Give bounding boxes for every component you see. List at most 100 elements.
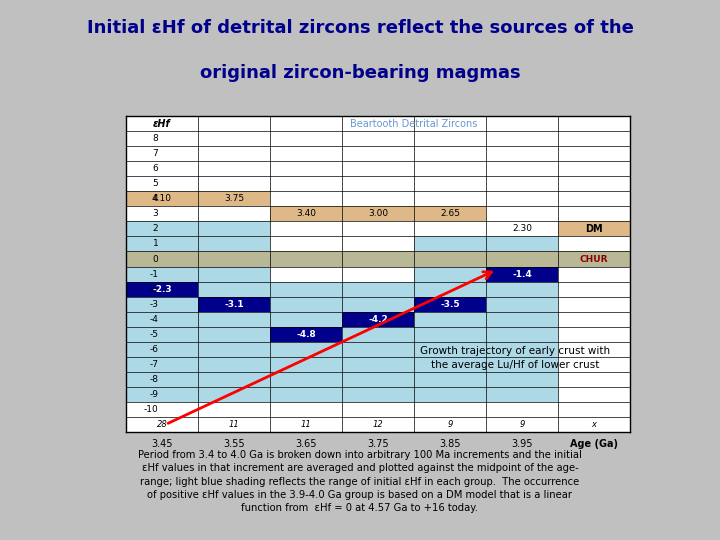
Bar xyxy=(486,252,558,267)
Text: CHUR: CHUR xyxy=(580,254,608,264)
Text: 3.55: 3.55 xyxy=(223,439,245,449)
Bar xyxy=(414,237,486,252)
Bar xyxy=(342,342,414,357)
Text: 6: 6 xyxy=(153,164,158,173)
Text: 8: 8 xyxy=(153,134,158,143)
Bar xyxy=(126,327,198,342)
Bar xyxy=(270,387,342,402)
Bar xyxy=(198,387,270,402)
Bar xyxy=(486,237,558,252)
Text: -2: -2 xyxy=(150,285,158,294)
Text: x: x xyxy=(592,420,596,429)
Bar xyxy=(342,312,414,327)
Text: 3.65: 3.65 xyxy=(295,439,317,449)
Bar xyxy=(126,267,198,281)
Text: 3.75: 3.75 xyxy=(224,194,244,204)
Bar xyxy=(486,357,558,372)
Bar xyxy=(126,237,198,252)
Bar xyxy=(270,372,342,387)
Bar xyxy=(558,252,630,267)
Text: εHf: εHf xyxy=(153,119,171,129)
Bar xyxy=(486,327,558,342)
Text: -5: -5 xyxy=(150,330,158,339)
Bar xyxy=(270,252,342,267)
Bar xyxy=(414,252,486,267)
Text: 3.95: 3.95 xyxy=(511,439,533,449)
Text: 4: 4 xyxy=(153,194,158,204)
Bar xyxy=(198,237,270,252)
Bar xyxy=(342,312,414,327)
Bar xyxy=(342,206,414,221)
Text: 3.40: 3.40 xyxy=(296,210,316,218)
Bar xyxy=(414,387,486,402)
Bar xyxy=(270,296,342,312)
Text: 9: 9 xyxy=(519,420,525,429)
Bar xyxy=(198,296,270,312)
Bar xyxy=(342,252,414,267)
Bar xyxy=(486,372,558,387)
Bar xyxy=(270,357,342,372)
Bar xyxy=(198,252,270,267)
Bar xyxy=(198,342,270,357)
Bar xyxy=(126,252,198,267)
Text: -4.8: -4.8 xyxy=(296,330,316,339)
Text: 3.45: 3.45 xyxy=(151,439,173,449)
Bar xyxy=(342,387,414,402)
Text: 4.10: 4.10 xyxy=(152,194,172,204)
Text: 2.65: 2.65 xyxy=(440,210,460,218)
Text: -1: -1 xyxy=(150,269,158,279)
Text: 2.30: 2.30 xyxy=(512,225,532,233)
Text: -3.5: -3.5 xyxy=(440,300,460,309)
Bar xyxy=(270,312,342,327)
Text: -3.1: -3.1 xyxy=(224,300,244,309)
Bar xyxy=(126,312,198,327)
Text: 3.00: 3.00 xyxy=(368,210,388,218)
Bar xyxy=(270,327,342,342)
Text: -4: -4 xyxy=(150,315,158,323)
Text: 12: 12 xyxy=(373,420,383,429)
Text: -1.4: -1.4 xyxy=(512,269,532,279)
Bar xyxy=(414,267,486,281)
Bar xyxy=(198,296,270,312)
Text: -3: -3 xyxy=(150,300,158,309)
Text: 28: 28 xyxy=(157,420,167,429)
Text: 3.75: 3.75 xyxy=(367,439,389,449)
Bar xyxy=(414,296,486,312)
Text: -9: -9 xyxy=(150,390,158,399)
Bar xyxy=(342,357,414,372)
Bar xyxy=(270,327,342,342)
Bar xyxy=(126,357,198,372)
Text: 7: 7 xyxy=(153,149,158,158)
Bar xyxy=(270,206,342,221)
Bar xyxy=(414,342,486,357)
Bar xyxy=(198,372,270,387)
Bar xyxy=(486,296,558,312)
Bar xyxy=(126,191,198,206)
Text: 11: 11 xyxy=(229,420,239,429)
Bar xyxy=(270,281,342,296)
Text: original zircon-bearing magmas: original zircon-bearing magmas xyxy=(199,64,521,83)
Bar xyxy=(414,296,486,312)
Bar xyxy=(126,281,198,296)
Text: Period from 3.4 to 4.0 Ga is broken down into arbitrary 100 Ma increments and th: Period from 3.4 to 4.0 Ga is broken down… xyxy=(138,450,582,513)
Text: 2: 2 xyxy=(153,225,158,233)
Text: -8: -8 xyxy=(150,375,158,384)
Bar xyxy=(342,327,414,342)
Bar xyxy=(126,221,198,237)
Bar xyxy=(126,281,198,296)
Text: -6: -6 xyxy=(150,345,158,354)
Bar xyxy=(486,387,558,402)
Bar xyxy=(198,281,270,296)
Bar xyxy=(342,296,414,312)
Bar xyxy=(126,387,198,402)
Bar xyxy=(486,312,558,327)
Text: 1: 1 xyxy=(153,239,158,248)
Bar xyxy=(342,281,414,296)
Bar xyxy=(270,342,342,357)
Text: -4.2: -4.2 xyxy=(368,315,388,323)
Text: Beartooth Detrital Zircons: Beartooth Detrital Zircons xyxy=(351,119,477,129)
Text: -10: -10 xyxy=(144,405,158,414)
Bar xyxy=(414,206,486,221)
Text: Age (Ga): Age (Ga) xyxy=(570,439,618,449)
Text: -2.3: -2.3 xyxy=(152,285,172,294)
